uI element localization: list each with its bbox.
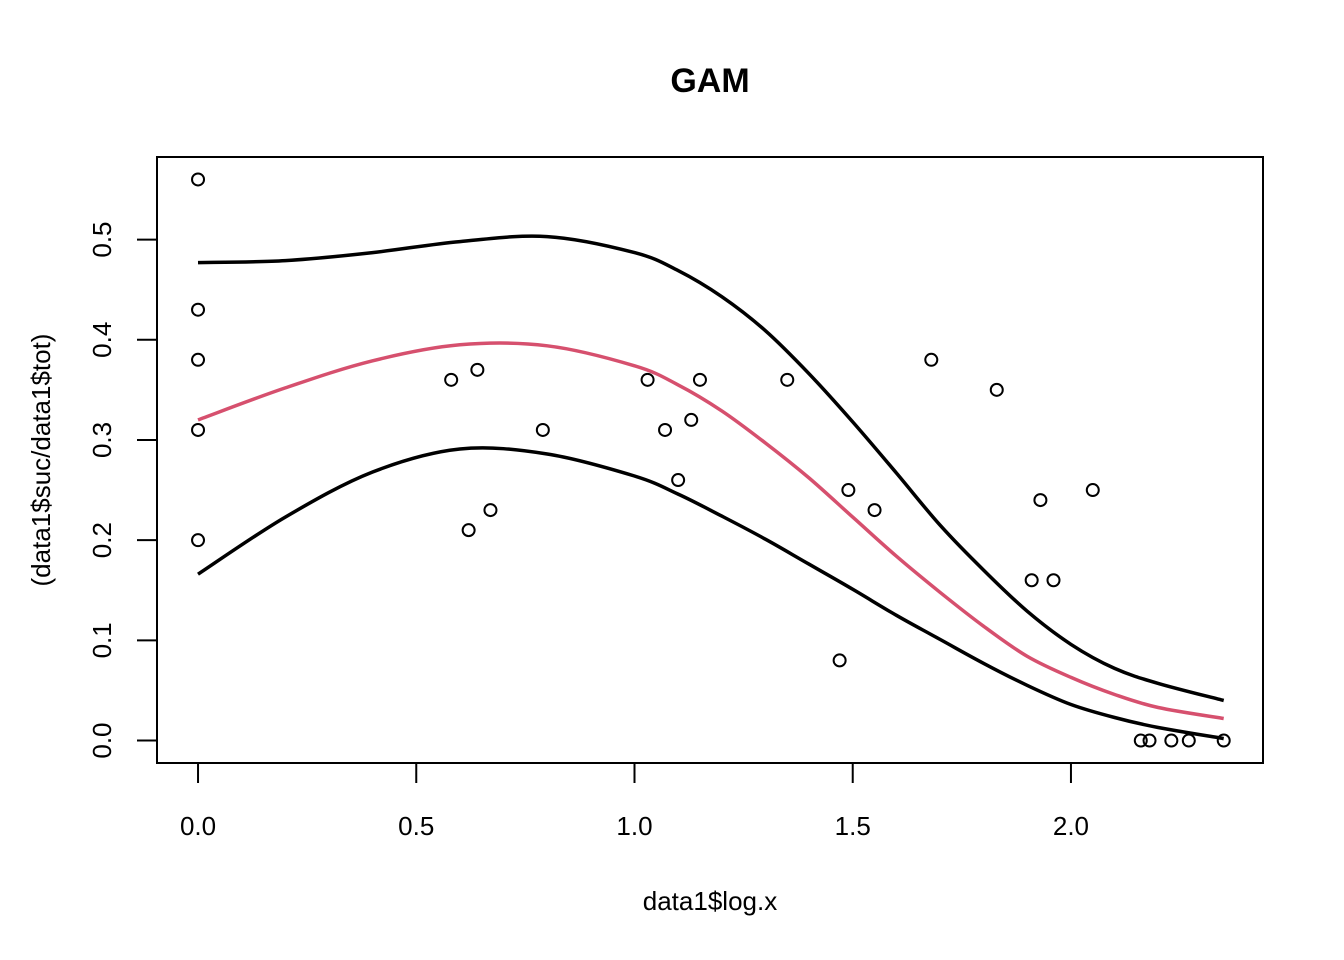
y-tick-label: 0.5 <box>87 221 117 257</box>
x-tick-label: 0.5 <box>398 811 434 841</box>
fit-lines <box>197 234 1225 741</box>
data-point <box>692 372 707 387</box>
y-tick-label: 0.4 <box>87 322 117 358</box>
x-tick-label: 1.0 <box>616 811 652 841</box>
data-point <box>461 523 476 538</box>
data-point <box>191 172 206 187</box>
data-point <box>1033 493 1048 508</box>
y-tick-label: 0.2 <box>87 522 117 558</box>
data-point <box>470 362 485 377</box>
data-point <box>640 372 655 387</box>
data-point <box>1046 573 1061 588</box>
data-point <box>867 503 882 518</box>
x-tick-label: 1.5 <box>835 811 871 841</box>
data-point <box>658 422 673 437</box>
lower-band-line <box>197 446 1225 741</box>
x-axis-label: data1$log.x <box>643 886 777 916</box>
data-points <box>191 172 1231 748</box>
data-point <box>191 533 206 548</box>
y-axis: 0.0 0.1 0.2 0.3 0.4 0.5 <box>87 221 158 759</box>
upper-band-line <box>197 234 1225 703</box>
x-axis: 0.0 0.5 1.0 1.5 2.0 <box>180 762 1089 841</box>
plot-frame <box>156 156 1264 764</box>
fit-line <box>197 341 1224 721</box>
data-point <box>671 473 686 488</box>
data-point <box>1142 733 1157 748</box>
y-axis-label: (data1$suc/data1$tot) <box>26 334 56 587</box>
y-tick-label: 0.0 <box>87 722 117 758</box>
x-tick-label: 0.0 <box>180 811 216 841</box>
x-tick-label: 2.0 <box>1053 811 1089 841</box>
data-point <box>483 503 498 518</box>
data-point <box>832 653 847 668</box>
data-point <box>535 422 550 437</box>
data-point <box>1085 483 1100 498</box>
data-point <box>924 352 939 367</box>
data-point <box>1133 733 1148 748</box>
data-point <box>191 352 206 367</box>
data-point <box>444 372 459 387</box>
data-point <box>1164 733 1179 748</box>
data-point <box>684 412 699 427</box>
data-point <box>1024 573 1039 588</box>
data-point <box>191 302 206 317</box>
data-point <box>1181 733 1196 748</box>
data-point <box>780 372 795 387</box>
y-tick-label: 0.3 <box>87 422 117 458</box>
y-tick-label: 0.1 <box>87 622 117 658</box>
data-point <box>841 483 856 498</box>
chart-title: GAM <box>670 62 749 100</box>
data-point <box>989 382 1004 397</box>
data-point <box>1216 733 1231 748</box>
data-point <box>191 422 206 437</box>
